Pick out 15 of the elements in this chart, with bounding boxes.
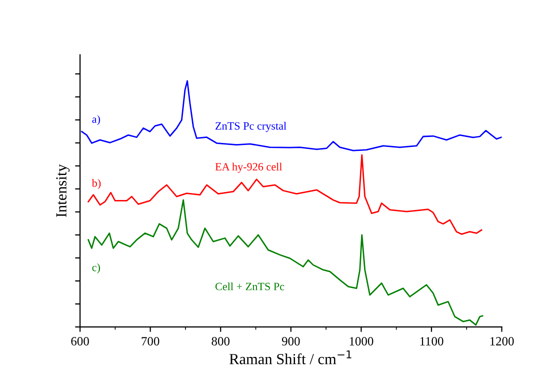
- series-label: EA hy-926 cell: [215, 162, 282, 173]
- x-tick-label: 1100: [420, 337, 444, 346]
- series-label: ZnTS Pc crystal: [216, 122, 286, 132]
- annotation: c): [92, 263, 100, 274]
- y-axis-title: Intensity: [56, 164, 70, 218]
- x-tick-label: 600: [71, 337, 89, 346]
- annotation: b): [92, 179, 101, 190]
- x-tick-label: 900: [282, 337, 300, 346]
- x-tick-label: 1200: [490, 337, 514, 346]
- x-tick-label: 800: [212, 337, 230, 346]
- annotation: a): [92, 115, 100, 126]
- x-axis-title: Raman Shift / cm$^{−1}$: [229, 350, 352, 364]
- x-tick-label: 1000: [350, 337, 374, 346]
- text: Cell + ZnTS Pc: [215, 282, 284, 290]
- x-tick-label: 700: [142, 337, 160, 346]
